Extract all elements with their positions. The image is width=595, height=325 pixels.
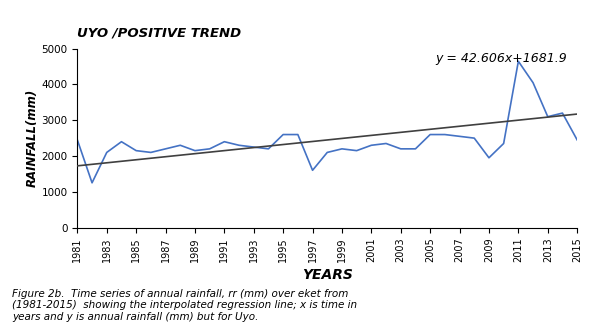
X-axis label: YEARS: YEARS bbox=[302, 267, 353, 281]
Text: y = 42.606x+1681.9: y = 42.606x+1681.9 bbox=[436, 52, 567, 65]
Y-axis label: RAINFALL(mm): RAINFALL(mm) bbox=[26, 89, 39, 187]
Text: UYO /POSITIVE TREND: UYO /POSITIVE TREND bbox=[77, 26, 242, 39]
Text: Figure 2b.  Time series of annual rainfall, rr (mm) over eket from
(1981-2015)  : Figure 2b. Time series of annual rainfal… bbox=[12, 289, 357, 322]
